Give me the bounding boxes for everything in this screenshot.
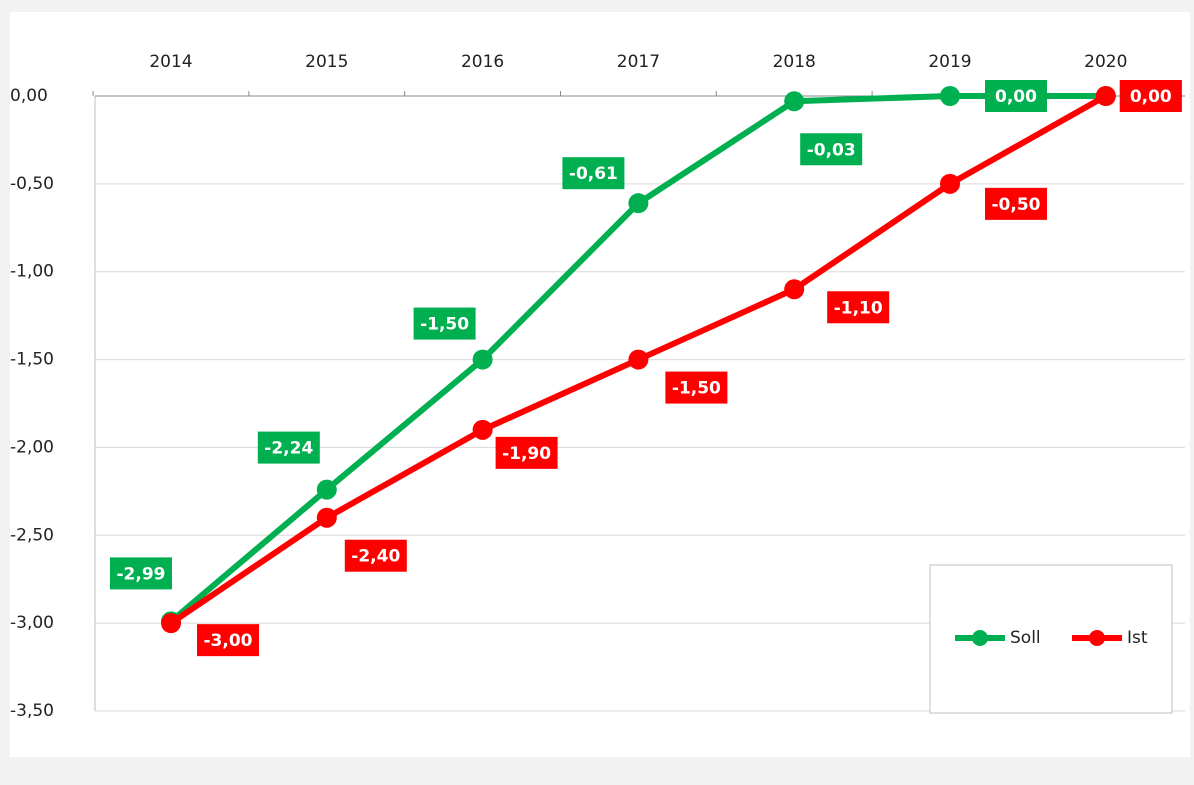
data-label-box <box>257 431 320 464</box>
y-tick-label: -3,50 <box>10 701 54 721</box>
data-label-box <box>827 291 890 324</box>
data-label: -2,40 <box>351 547 400 567</box>
data-label-box <box>562 157 625 190</box>
data-point <box>628 349 649 370</box>
data-label-box <box>985 80 1047 112</box>
data-label-box <box>800 133 863 166</box>
data-point <box>161 613 181 634</box>
data-label: -1,50 <box>420 315 469 335</box>
data-point <box>316 479 337 500</box>
data-point <box>472 349 493 370</box>
x-tick-label: 2016 <box>461 52 504 72</box>
x-tick-label: 2017 <box>617 52 660 72</box>
x-tick-label: 2015 <box>305 52 348 72</box>
data-label: -0,03 <box>807 140 856 160</box>
y-tick-label: -0,50 <box>10 174 54 194</box>
data-label: -2,99 <box>117 564 166 584</box>
data-label-box <box>110 557 172 590</box>
data-point <box>1095 86 1116 106</box>
legend-marker <box>1089 630 1105 646</box>
legend-label: Ist <box>1127 628 1148 648</box>
data-point <box>628 193 649 214</box>
data-label-box <box>344 539 407 572</box>
data-label-box <box>413 307 476 340</box>
data-point <box>316 507 337 528</box>
data-label-box <box>495 436 558 469</box>
legend-label: Soll <box>1010 628 1041 648</box>
data-label: -1,90 <box>502 444 551 464</box>
y-tick-label: -1,50 <box>10 350 54 370</box>
data-label: 0,00 <box>1130 87 1172 107</box>
y-tick-label: -2,50 <box>10 525 54 545</box>
data-label-box <box>985 187 1047 220</box>
data-point <box>472 419 493 440</box>
x-tick-label: 2019 <box>928 52 971 72</box>
data-label: -2,24 <box>264 439 313 459</box>
data-label: -1,10 <box>834 298 883 318</box>
data-label-box <box>197 624 259 657</box>
legend-marker <box>972 630 988 646</box>
data-label: 0,00 <box>995 87 1037 107</box>
x-tick-label: 2014 <box>149 52 192 72</box>
data-point <box>940 86 960 106</box>
y-tick-label: 0,00 <box>10 86 48 106</box>
data-label: -1,50 <box>672 379 721 399</box>
data-label-box <box>665 371 728 404</box>
data-label-box <box>1119 80 1182 112</box>
x-tick-label: 2020 <box>1084 52 1127 72</box>
data-label: -0,50 <box>992 195 1041 215</box>
y-tick-label: -2,00 <box>10 437 54 457</box>
data-point <box>940 173 960 194</box>
data-label: -0,61 <box>569 164 618 184</box>
y-tick-label: -1,00 <box>10 262 54 282</box>
data-point <box>784 279 805 300</box>
data-point <box>784 91 805 112</box>
x-tick-label: 2018 <box>773 52 816 72</box>
data-label: -3,00 <box>204 631 253 651</box>
y-tick-label: -3,00 <box>10 613 54 633</box>
